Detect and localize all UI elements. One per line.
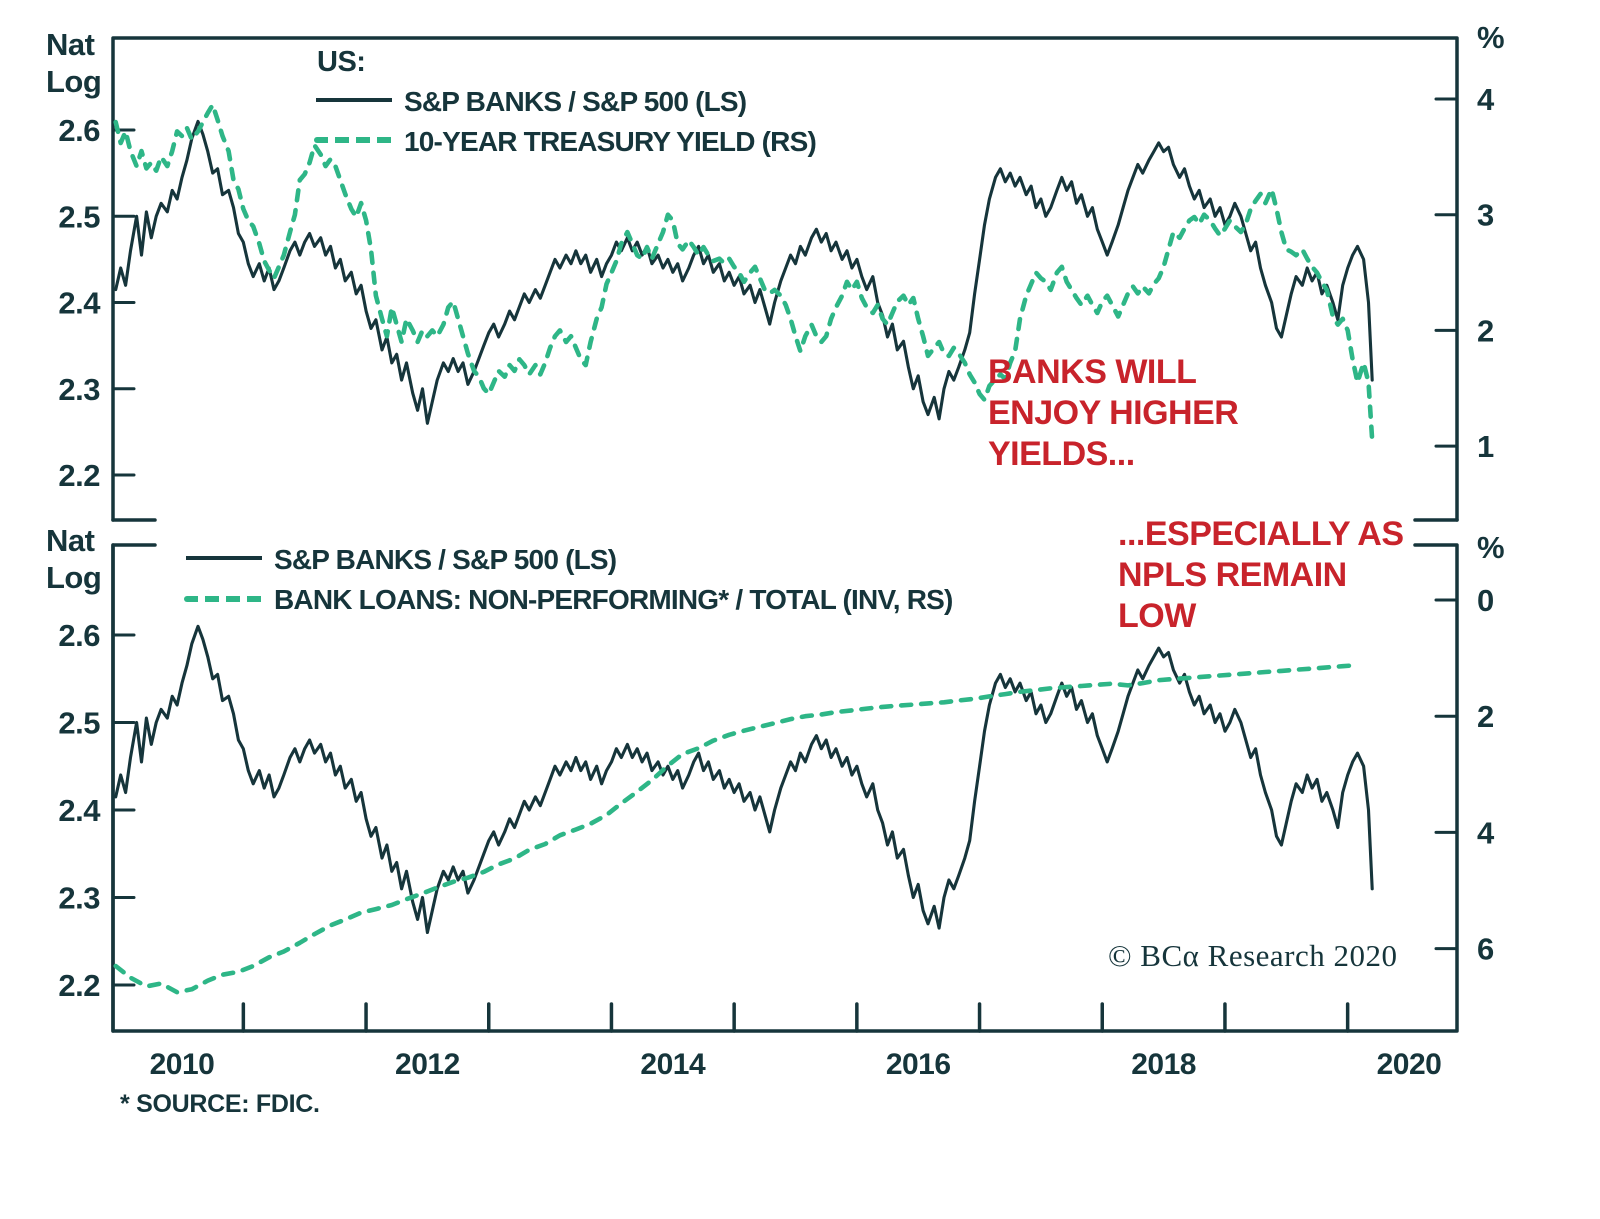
copyright-notice: © BCα Research 2020 (1108, 938, 1398, 973)
y-axis-left-tick-label: 2.6 (58, 618, 100, 653)
annotation-banks-enjoy-higher-yields: BANKS WILL ENJOY HIGHER YIELDS... (988, 353, 1239, 473)
series-line-bottom-banks-ratio (114, 624, 1374, 935)
top-legend-solid-line-sample (316, 98, 392, 102)
bottom-legend-solid-line-sample (186, 556, 262, 560)
series-line-bottom-npl-over-total (113, 662, 1360, 995)
bottom-legend-label-npl: BANK LOANS: NON-PERFORMING* / TOTAL (INV… (274, 584, 953, 615)
y-axis-right-tick-label: 2 (1477, 699, 1494, 734)
source-footnote: * SOURCE: FDIC. (120, 1090, 320, 1118)
bottom-left-axis-label: Nat Log (46, 523, 102, 595)
y-axis-left-tick-label: 2.5 (58, 706, 100, 741)
y-axis-left-tick-label: 2.6 (58, 113, 100, 148)
y-axis-right-tick-label: 4 (1477, 82, 1495, 117)
x-axis-year-label: 2010 (150, 1048, 215, 1081)
bottom-legend-label-banks: S&P BANKS / S&P 500 (LS) (274, 544, 617, 575)
top-legend-dashed-line-sample (314, 137, 394, 143)
x-axis-year-label: 2014 (640, 1048, 706, 1081)
y-axis-right-tick-label: 3 (1477, 198, 1494, 233)
y-axis-right-tick-label: 2 (1477, 313, 1494, 348)
top-legend-heading: US: (317, 46, 366, 78)
x-axis-year-label: 2012 (395, 1048, 460, 1081)
top-left-axis-label: Nat Log (46, 27, 102, 99)
bottom-legend-dashed-line-sample (184, 596, 264, 602)
y-axis-right-tick-label: 0 (1477, 583, 1494, 618)
x-axis-year-label: 2016 (886, 1048, 951, 1081)
x-axis-year-label: 2020 (1377, 1048, 1442, 1081)
top-legend-label-treasury: 10-YEAR TREASURY YIELD (RS) (404, 126, 817, 157)
x-axis-year-label: 2018 (1131, 1048, 1196, 1081)
y-axis-left-tick-label: 2.4 (58, 286, 101, 321)
y-axis-left-tick-label: 2.3 (58, 372, 100, 407)
panel-frame-top (111, 36, 1459, 522)
y-axis-right-tick-label: 1 (1477, 429, 1494, 464)
y-axis-left-tick-label: 2.2 (58, 458, 100, 493)
panel-axis-frame-bottom (111, 543, 1459, 1033)
y-axis-left-tick-label: 2.2 (58, 968, 100, 1003)
y-axis-left-tick-label: 2.4 (58, 793, 101, 828)
y-axis-right-tick-label: 4 (1477, 815, 1495, 850)
y-axis-left-tick-label: 2.3 (58, 881, 100, 916)
series-line-top-banks-ratio (114, 119, 1374, 425)
y-axis-left-tick-label: 2.5 (58, 199, 100, 234)
series-line-top-treasury-10y-yield (113, 102, 1375, 443)
annotation-npls-remain-low: ...ESPECIALLY AS NPLS REMAIN LOW (1118, 515, 1404, 635)
right-axis-percent-unit: % (1477, 20, 1504, 55)
top-legend-label-banks: S&P BANKS / S&P 500 (LS) (404, 86, 747, 117)
right-axis-percent-unit: % (1477, 530, 1504, 565)
y-axis-right-tick-label: 6 (1477, 932, 1494, 967)
